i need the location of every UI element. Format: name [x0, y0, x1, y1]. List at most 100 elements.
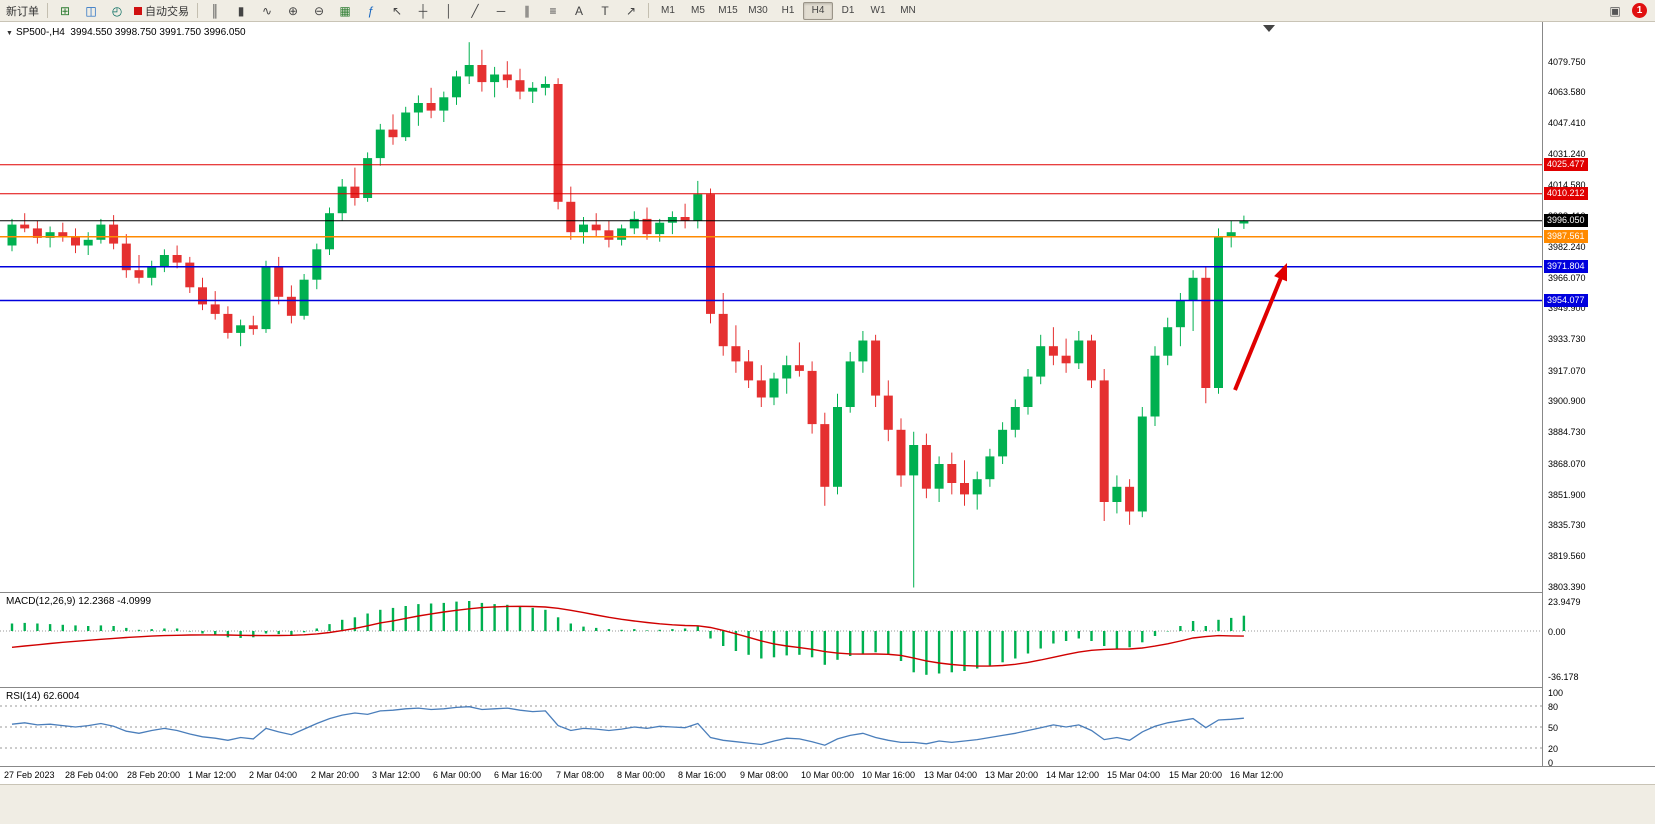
time-axis-label: 10 Mar 16:00: [862, 770, 916, 780]
price-axis-label: 3803.390: [1548, 582, 1586, 592]
timeframe-m30[interactable]: M30: [748, 5, 768, 16]
autotrading-button[interactable]: 自动交易: [130, 1, 193, 21]
price-axis-label: 3900.900: [1548, 396, 1586, 406]
timeframe-w1[interactable]: W1: [870, 5, 886, 16]
time-axis-label: 9 Mar 08:00: [740, 770, 789, 780]
price-axis-label: 3884.730: [1548, 427, 1586, 437]
pane-divider[interactable]: [0, 687, 1542, 688]
toolbar-separator: [197, 3, 198, 18]
time-axis-label: 7 Mar 08:00: [556, 770, 605, 780]
timeframe-h1[interactable]: H1: [781, 5, 795, 16]
rsi-axis-label: 100: [1548, 688, 1564, 698]
price-axis-label: 3966.070: [1548, 273, 1586, 283]
price-axis-label: 4047.410: [1548, 118, 1586, 128]
cursor-icon[interactable]: ↖: [391, 3, 403, 18]
price-axis-label: 3982.240: [1548, 242, 1586, 252]
new-chart-icon[interactable]: ⊞: [59, 3, 71, 18]
time-axis-label: 6 Mar 00:00: [433, 770, 482, 780]
time-axis-label: 2 Mar 20:00: [311, 770, 360, 780]
price-axis-label: 3933.730: [1548, 334, 1586, 344]
horizontal-line-icon[interactable]: ─: [496, 3, 506, 18]
macd-label: MACD(12,26,9) 12.2368 -4.0999: [6, 596, 152, 607]
price-axis-label: 4063.580: [1548, 87, 1586, 97]
timeframe-d1[interactable]: D1: [841, 5, 855, 16]
price-axis-label: 3851.900: [1548, 490, 1586, 500]
zoom-in-icon[interactable]: ⊕: [287, 3, 299, 18]
rsi-axis-label: 50: [1548, 723, 1559, 733]
autotrading-status-icon: [134, 6, 142, 15]
auto-refresh-icon[interactable]: ◴: [111, 3, 123, 18]
status-icon[interactable]: ▣: [1609, 3, 1621, 18]
tool-icon-group: ║ ▮ ∿ ⊕ ⊖ ▦ ƒ ↖ ┼ │ ╱ ─ ∥ ≡ A T ↗: [202, 1, 644, 21]
macd-indicator-chart[interactable]: [0, 593, 1542, 687]
macd-axis-label: 0.00: [1548, 627, 1566, 637]
price-axis-label: 4014.580: [1548, 180, 1586, 190]
price-marker-pivot: 3987.561: [1544, 230, 1588, 243]
indicators-icon[interactable]: ƒ: [367, 3, 375, 18]
toolbar-separator: [47, 3, 48, 18]
toolbar: 新订单 ⊞ ◫ ◴ 自动交易 ║ ▮ ∿ ⊕ ⊖ ▦ ƒ ↖ ┼ │ ╱ ─ ∥ ≡ A T ↗ M1 M5 M15 M3…: [0, 0, 1655, 22]
timeframe-m5[interactable]: M5: [691, 5, 705, 16]
symbol-text: SP500-,H4: [15, 27, 65, 38]
pane-divider[interactable]: [0, 592, 1542, 593]
timeframe-group: M1 M5 M15 M30 H1 H4 D1 W1 MN: [653, 1, 923, 20]
trendline-icon[interactable]: ╱: [471, 3, 479, 18]
price-axis-label: 3949.900: [1548, 303, 1586, 313]
price-axis-label: 3835.730: [1548, 520, 1586, 530]
profiles-icon[interactable]: ◫: [85, 3, 97, 18]
fibonacci-icon[interactable]: ≡: [549, 3, 557, 18]
right-icon-group: ▣: [1602, 1, 1628, 21]
collapse-triangle-icon[interactable]: ▼: [6, 30, 13, 37]
text-label-icon[interactable]: T: [601, 3, 609, 18]
crosshair-icon[interactable]: ┼: [418, 3, 428, 18]
tile-windows-icon[interactable]: ▦: [339, 3, 351, 18]
time-axis-label: 8 Mar 00:00: [617, 770, 666, 780]
zoom-out-icon[interactable]: ⊖: [313, 3, 325, 18]
rsi-axis-label: 0: [1548, 758, 1554, 768]
time-axis[interactable]: 27 Feb 2023 28 Feb 04:00 28 Feb 20:00 1 Mar…: [0, 766, 1655, 784]
price-axis-label: 3917.070: [1548, 366, 1586, 376]
window-footer: [0, 784, 1655, 824]
rsi-indicator-chart[interactable]: [0, 688, 1542, 766]
line-chart-icon[interactable]: ∿: [261, 3, 273, 18]
time-axis-label: 27 Feb 2023: [4, 770, 55, 780]
price-marker-resistance: 4010.212: [1544, 187, 1588, 200]
bars-chart-icon[interactable]: ║: [210, 3, 220, 18]
price-marker-support: 3954.077: [1544, 294, 1588, 307]
new-order-button[interactable]: 新订单: [6, 5, 39, 18]
chart-pane[interactable]: ▼ SP500-,H4 3994.550 3998.750 3991.750 39…: [0, 22, 1543, 766]
time-axis-label: 8 Mar 16:00: [678, 770, 727, 780]
candlestick-chart-icon[interactable]: ▮: [237, 3, 245, 18]
app-icon-group: ⊞ ◫ ◴: [52, 1, 130, 21]
timeframe-m1[interactable]: M1: [661, 5, 675, 16]
time-axis-label: 28 Feb 20:00: [127, 770, 181, 780]
price-axis[interactable]: 4079.750 4063.580 4047.410 4031.240 4014.580…: [1543, 22, 1655, 768]
timeframe-mn[interactable]: MN: [900, 5, 916, 16]
ohlc-text: 3994.550 3998.750 3991.750 3996.050: [70, 27, 246, 38]
macd-axis-label: -36.178: [1548, 672, 1579, 682]
timeframe-m15[interactable]: M15: [718, 5, 738, 16]
price-chart[interactable]: [0, 22, 1542, 592]
timeframe-h4[interactable]: H4: [803, 1, 833, 20]
time-axis-label: 15 Mar 20:00: [1169, 770, 1223, 780]
rsi-axis-label: 20: [1548, 744, 1559, 754]
price-axis-label: 4031.240: [1548, 149, 1586, 159]
notification-badge[interactable]: 1: [1632, 3, 1647, 18]
time-axis-label: 10 Mar 00:00: [801, 770, 855, 780]
arrows-icon[interactable]: ↗: [625, 3, 637, 18]
time-axis-label: 13 Mar 20:00: [985, 770, 1039, 780]
equidistant-channel-icon[interactable]: ∥: [524, 3, 530, 18]
price-axis-label: 3819.560: [1548, 551, 1586, 561]
time-axis-label: 3 Mar 12:00: [372, 770, 421, 780]
time-axis-label: 15 Mar 04:00: [1107, 770, 1161, 780]
vertical-line-icon[interactable]: │: [445, 3, 453, 18]
rsi-label: RSI(14) 62.6004: [6, 691, 80, 702]
autotrading-label: 自动交易: [145, 5, 189, 18]
time-axis-label: 16 Mar 12:00: [1230, 770, 1284, 780]
price-marker-support: 3971.804: [1544, 260, 1588, 273]
price-marker-resistance: 4025.477: [1544, 158, 1588, 171]
macd-axis-label: 23.9479: [1548, 597, 1581, 607]
time-axis-label: 13 Mar 04:00: [924, 770, 978, 780]
text-icon[interactable]: A: [574, 3, 583, 18]
